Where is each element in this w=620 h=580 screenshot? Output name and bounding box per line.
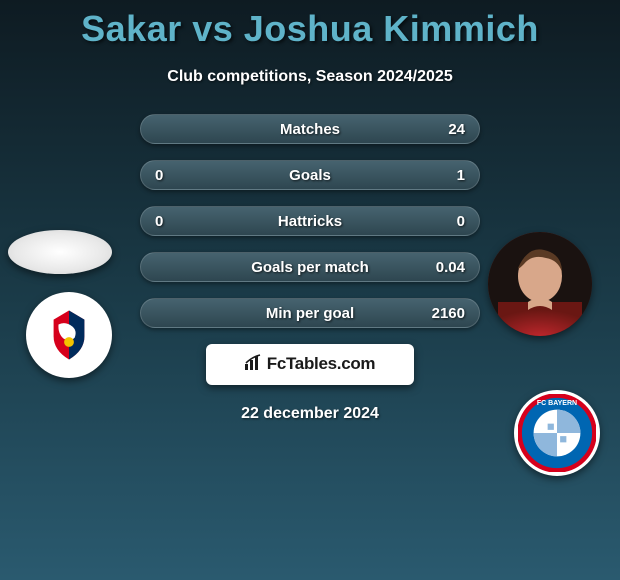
stat-rows: Matches 24 0 Goals 1 0 Hattricks 0 Goals… xyxy=(140,114,480,328)
subtitle: Club competitions, Season 2024/2025 xyxy=(0,68,620,86)
player-left-avatar xyxy=(8,230,112,274)
player-portrait-icon xyxy=(488,232,592,336)
stat-row-matches: Matches 24 xyxy=(140,114,480,144)
stat-row-goals: 0 Goals 1 xyxy=(140,160,480,190)
page-title: Sakar vs Joshua Kimmich xyxy=(0,0,620,50)
stat-label: Goals per match xyxy=(191,259,429,276)
bars-icon xyxy=(245,354,263,375)
svg-text:FC BAYERN: FC BAYERN xyxy=(537,400,577,407)
stat-row-goals-per-match: Goals per match 0.04 xyxy=(140,252,480,282)
stat-right-value: 24 xyxy=(429,121,465,138)
stat-label: Min per goal xyxy=(191,305,429,322)
stat-label: Matches xyxy=(191,121,429,138)
stat-row-hattricks: 0 Hattricks 0 xyxy=(140,206,480,236)
club-left-badge xyxy=(26,292,112,378)
bayern-icon: FC BAYERN xyxy=(518,394,596,472)
comparison-panel: FC BAYERN Matches 24 0 Goals 1 0 Hattric… xyxy=(0,114,620,423)
stat-right-value: 0.04 xyxy=(429,259,465,276)
club-right-badge: FC BAYERN xyxy=(514,390,600,476)
player-right-avatar xyxy=(488,232,592,336)
stat-label: Hattricks xyxy=(191,213,429,230)
stat-label: Goals xyxy=(191,167,429,184)
stat-right-value: 1 xyxy=(429,167,465,184)
stat-left-value: 0 xyxy=(155,213,191,230)
stat-row-min-per-goal: Min per goal 2160 xyxy=(140,298,480,328)
brand-text: FcTables.com xyxy=(267,354,376,373)
rb-leipzig-icon xyxy=(34,300,104,370)
stat-right-value: 2160 xyxy=(429,305,465,322)
stat-left-value: 0 xyxy=(155,167,191,184)
stat-right-value: 0 xyxy=(429,213,465,230)
brand-box: FcTables.com xyxy=(206,344,414,385)
